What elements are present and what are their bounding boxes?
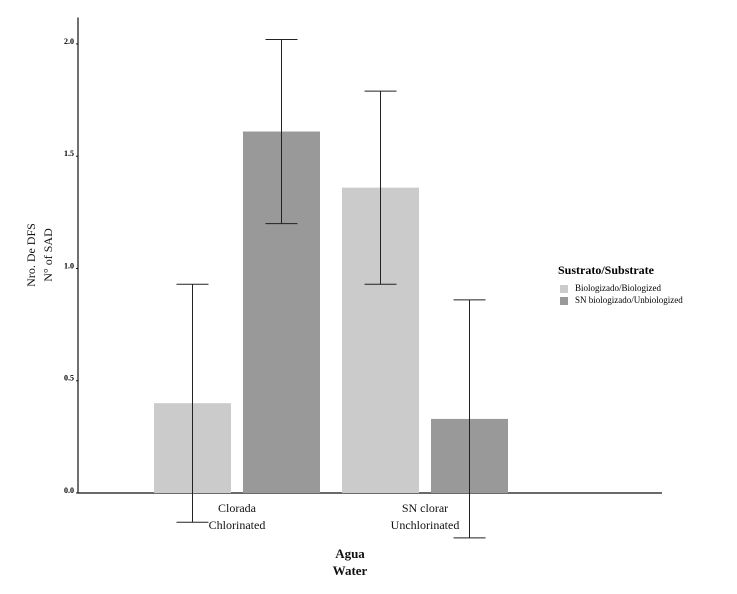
y-tick-label: 1.5 xyxy=(64,149,74,158)
y-tick-label: 0.0 xyxy=(64,486,74,495)
x-tick-label: SN clorar Unchlorinated xyxy=(390,501,460,532)
legend-swatch xyxy=(560,285,568,293)
y-tick-label: 2.0 xyxy=(64,37,74,46)
legend-label: SN biologizado/Unbiologized xyxy=(575,295,683,305)
y-axis-label: Nro. De DFS N° of SAD xyxy=(24,223,55,287)
y-tick-label: 1.0 xyxy=(64,261,74,270)
legend-swatch xyxy=(560,297,568,305)
y-tick-label: 0.5 xyxy=(64,374,74,383)
x-tick-label: Clorada Chlorinated xyxy=(208,501,266,532)
x-axis-label: Agua Water xyxy=(332,546,368,578)
legend-label: Biologizado/Biologized xyxy=(575,283,661,293)
legend-title: Sustrato/Substrate xyxy=(558,263,655,277)
